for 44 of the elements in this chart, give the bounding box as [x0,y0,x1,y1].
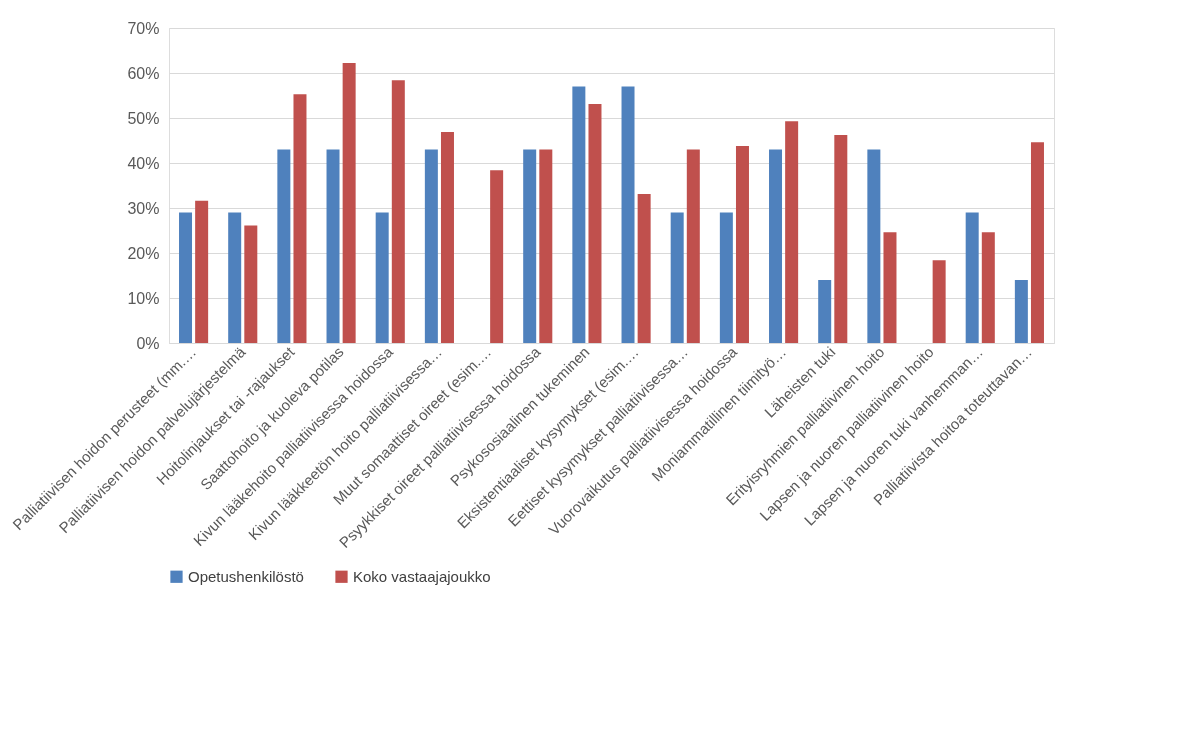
y-tick-label: 30% [127,199,160,217]
legend-label: Opetushenkilöstö [188,567,304,585]
bar [195,200,209,343]
bar [424,149,438,343]
bar [981,232,995,343]
bar [883,232,897,343]
bar [965,212,979,343]
bar [391,80,405,343]
bar [834,135,848,343]
bar [1014,280,1028,343]
bar [621,86,635,343]
y-tick-label: 70% [127,19,160,37]
bar [588,104,602,343]
bar [719,212,733,343]
bar [293,94,307,343]
bar [342,63,356,343]
bar [277,149,291,343]
bar [686,149,700,343]
bar [735,145,749,343]
bar [326,149,340,343]
bar [490,170,504,343]
bar [932,260,946,343]
bar [637,194,651,343]
bar [818,280,832,343]
bar [769,149,783,343]
y-tick-label: 0% [136,334,160,352]
bar [375,212,389,343]
bar [572,86,586,343]
y-tick-label: 20% [127,244,160,262]
bar [670,212,684,343]
bar [179,212,193,343]
legend-label: Koko vastaajajoukko [353,567,491,585]
y-tick-label: 40% [127,154,160,172]
bar [228,212,242,343]
bar [523,149,537,343]
bar [440,131,454,343]
bar [539,149,553,343]
bar [244,225,258,343]
bar [1030,142,1044,343]
bar [785,121,799,343]
y-tick-label: 10% [127,289,160,307]
y-tick-label: 50% [127,109,160,127]
y-tick-label: 60% [127,64,160,82]
bar [867,149,881,343]
